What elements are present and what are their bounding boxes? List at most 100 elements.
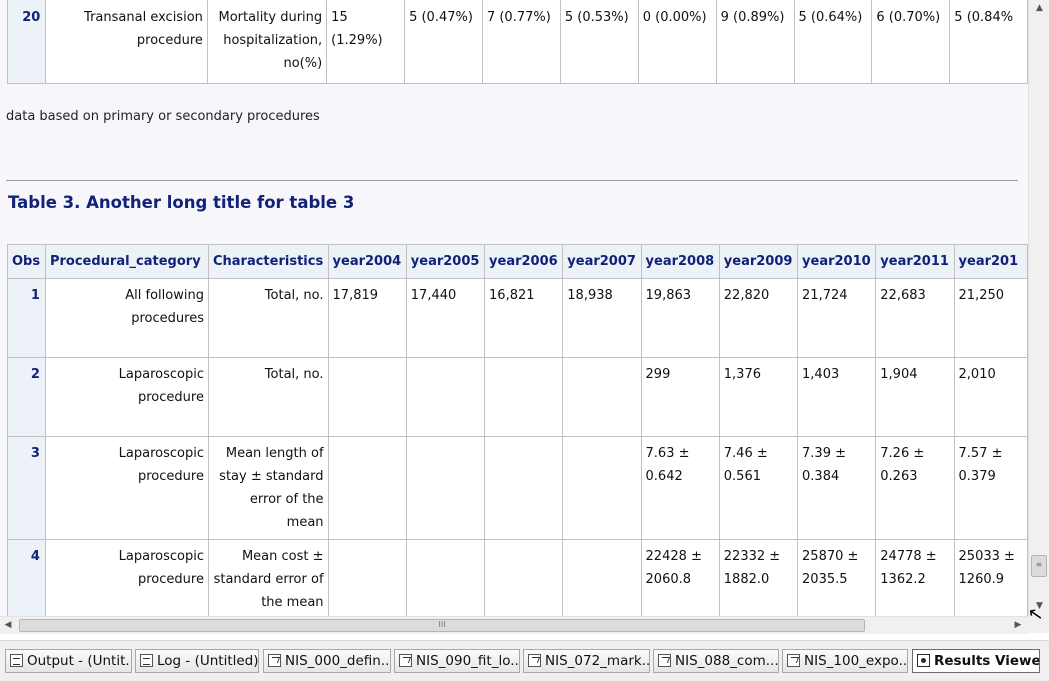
table-row: 1 All following procedures Total, no. 17… (7, 278, 1028, 358)
value-cell: 21,724 (797, 278, 877, 358)
program-editor-icon (658, 654, 671, 667)
program-editor-icon (268, 654, 281, 667)
value-cell: 16,821 (484, 278, 564, 358)
table-header-row: Obs Procedural_category Characteristics … (7, 244, 1028, 279)
obs-cell: 20 (6, 0, 47, 84)
value-cell: 25870 ± 2035.5 (797, 539, 877, 616)
task-label: Log - (Untitled) (157, 653, 259, 669)
task-nis-088[interactable]: NIS_088_com... (653, 649, 779, 673)
value-cell: 22,820 (718, 278, 799, 358)
obs-cell: 3 (7, 436, 46, 540)
value-cell: 5 (0.64%) (793, 0, 873, 84)
obs-cell: 1 (7, 278, 46, 358)
value-cell: 299 (640, 357, 720, 437)
column-header-year[interactable]: year2004 (327, 244, 407, 279)
results-table-2: 20 Transanal excision procedure Mortalit… (6, 0, 1028, 84)
task-label: NIS_000_defin... (285, 653, 391, 669)
column-header-year[interactable]: year2008 (640, 244, 720, 279)
vertical-scroll-thumb[interactable]: ≡ (1031, 555, 1047, 577)
horizontal-scrollbar[interactable]: ◀ III ▶ (0, 616, 1028, 634)
value-cell (562, 539, 642, 616)
value-cell: 7 (0.77%) (481, 0, 561, 84)
results-viewer-icon (917, 654, 930, 667)
procedural-category-cell: All following procedures (44, 278, 209, 358)
value-cell: 17,440 (405, 278, 486, 358)
task-nis-090[interactable]: NIS_090_fit_lo... (394, 649, 520, 673)
value-cell: 2,010 (953, 357, 1028, 437)
value-cell: 5 (0.53%) (559, 0, 639, 84)
results-table-3: Obs Procedural_category Characteristics … (7, 244, 1028, 616)
program-editor-icon (528, 654, 541, 667)
task-output-window[interactable]: Output - (Untit... (5, 649, 132, 673)
value-cell: 7.39 ± 0.384 (797, 436, 877, 540)
value-cell: 17,819 (327, 278, 407, 358)
value-cell: 18,938 (562, 278, 642, 358)
table-row: 20 Transanal excision procedure Mortalit… (6, 0, 1028, 84)
column-header-year[interactable]: year2005 (405, 244, 486, 279)
task-nis-000[interactable]: NIS_000_defin... (263, 649, 391, 673)
value-cell: 7.63 ± 0.642 (640, 436, 720, 540)
scroll-up-arrow-icon[interactable]: ▲ (1036, 3, 1043, 13)
obs-cell: 4 (7, 539, 46, 616)
column-header-year[interactable]: year2009 (718, 244, 799, 279)
scroll-left-arrow-icon[interactable]: ◀ (4, 620, 12, 630)
column-header-year[interactable]: year2011 (875, 244, 955, 279)
characteristics-cell: Mean cost ± standard error of the mean (207, 539, 329, 616)
value-cell: 1,403 (797, 357, 877, 437)
procedural-category-cell: Transanal excision procedure (45, 0, 208, 84)
column-header-year[interactable]: year2006 (484, 244, 564, 279)
value-cell: 15 (1.29%) (326, 0, 406, 84)
value-cell: 5 (0.84% (949, 0, 1028, 84)
characteristics-cell: Mean length of stay ± standard error of … (207, 436, 329, 540)
value-cell: 6 (0.70%) (871, 0, 951, 84)
column-header-obs[interactable]: Obs (7, 244, 46, 279)
column-header-year[interactable]: year201 (953, 244, 1028, 279)
task-label: NIS_090_fit_lo... (416, 653, 520, 669)
value-cell: 22,683 (875, 278, 955, 358)
value-cell: 25033 ± 1260.9 (953, 539, 1028, 616)
value-cell: 9 (0.89%) (715, 0, 795, 84)
value-cell (405, 539, 486, 616)
table-3-title: Table 3. Another long title for table 3 (8, 193, 355, 212)
value-cell (327, 539, 407, 616)
value-cell: 5 (0.47%) (404, 0, 483, 84)
vertical-scrollbar[interactable]: ▲ ≡ ▼ (1028, 0, 1049, 616)
scroll-right-arrow-icon[interactable]: ▶ (1014, 620, 1022, 630)
value-cell (484, 436, 564, 540)
characteristics-cell: Mortality during hospitalization, no(%) (206, 0, 328, 84)
value-cell: 21,250 (953, 278, 1028, 358)
task-label: Output - (Untit... (27, 653, 132, 669)
value-cell: 0 (0.00%) (637, 0, 717, 84)
column-header-year[interactable]: year2007 (562, 244, 642, 279)
results-viewer-content: 20 Transanal excision procedure Mortalit… (6, 0, 1028, 616)
task-log-window[interactable]: Log - (Untitled) (135, 649, 259, 673)
value-cell: 19,863 (640, 278, 720, 358)
horizontal-scroll-thumb[interactable]: III (19, 619, 865, 632)
value-cell (562, 357, 642, 437)
scroll-down-arrow-icon[interactable]: ▼ (1036, 601, 1043, 611)
task-nis-100[interactable]: NIS_100_expo... (782, 649, 908, 673)
value-cell (327, 357, 407, 437)
value-cell: 7.57 ± 0.379 (953, 436, 1028, 540)
task-results-viewer[interactable]: Results Viewe... (912, 649, 1040, 673)
value-cell (405, 357, 486, 437)
procedural-category-cell: Laparoscopic procedure (44, 539, 209, 616)
column-header-year[interactable]: year2010 (797, 244, 877, 279)
procedural-category-cell: Laparoscopic procedure (44, 357, 209, 437)
value-cell: 22428 ± 2060.8 (640, 539, 720, 616)
task-label: NIS_072_mark... (545, 653, 650, 669)
task-label: NIS_088_com... (675, 653, 779, 669)
value-cell (484, 357, 564, 437)
characteristics-cell: Total, no. (207, 357, 329, 437)
characteristics-cell: Total, no. (207, 278, 329, 358)
value-cell (405, 436, 486, 540)
task-nis-072[interactable]: NIS_072_mark... (523, 649, 650, 673)
log-window-icon (140, 654, 153, 667)
value-cell: 7.46 ± 0.561 (718, 436, 799, 540)
value-cell: 7.26 ± 0.263 (875, 436, 955, 540)
value-cell (484, 539, 564, 616)
table-row: 3 Laparoscopic procedure Mean length of … (7, 436, 1028, 540)
column-header-procedural-category[interactable]: Procedural_category (44, 244, 209, 279)
column-header-characteristics[interactable]: Characteristics (207, 244, 329, 279)
task-label: NIS_100_expo... (804, 653, 908, 669)
